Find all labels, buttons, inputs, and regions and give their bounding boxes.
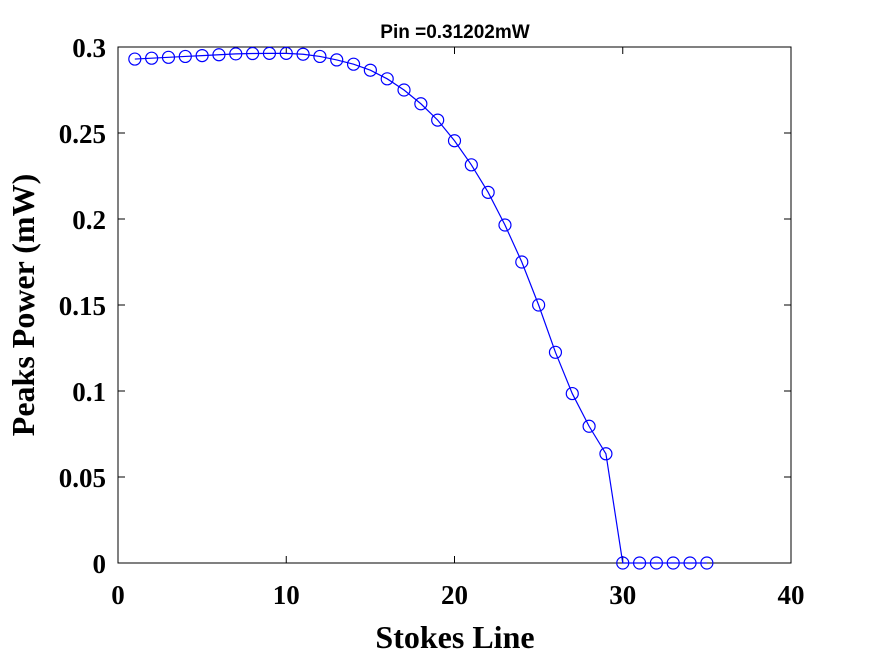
data-point bbox=[464, 158, 478, 172]
data-point bbox=[447, 134, 462, 148]
data-point bbox=[683, 556, 697, 570]
data-point bbox=[515, 255, 529, 269]
y-tick-label: 0.3 bbox=[72, 33, 106, 63]
data-point bbox=[649, 556, 664, 570]
y-axis-label: Peaks Power (mW) bbox=[5, 174, 41, 436]
data-point bbox=[262, 46, 277, 60]
data-point bbox=[212, 48, 226, 62]
axis-ticks bbox=[117, 46, 792, 564]
data-point bbox=[145, 51, 159, 65]
x-tick-label: 30 bbox=[609, 580, 636, 610]
data-point bbox=[616, 556, 630, 570]
data-point bbox=[195, 48, 209, 63]
data-point bbox=[532, 298, 546, 312]
data-point bbox=[296, 47, 310, 61]
data-point bbox=[246, 46, 260, 61]
series-group bbox=[128, 46, 714, 570]
y-tick-label: 0.15 bbox=[59, 291, 106, 321]
data-point bbox=[161, 50, 176, 64]
data-point bbox=[582, 419, 596, 433]
x-axis-label: Stokes Line bbox=[375, 619, 534, 655]
y-tick-label: 0.25 bbox=[59, 119, 106, 149]
y-tick-label: 0.1 bbox=[72, 377, 106, 407]
data-point bbox=[128, 52, 142, 66]
y-tick-label: 0 bbox=[93, 549, 107, 579]
data-point bbox=[548, 345, 563, 359]
data-point bbox=[279, 46, 293, 60]
data-point bbox=[431, 113, 445, 127]
x-tick-label: 0 bbox=[111, 580, 125, 610]
y-tick-label: 0.2 bbox=[72, 205, 106, 235]
data-point bbox=[700, 556, 714, 570]
data-point bbox=[178, 49, 192, 64]
data-point bbox=[313, 49, 327, 64]
data-point bbox=[346, 57, 361, 71]
x-tick-label: 40 bbox=[778, 580, 805, 610]
x-tick-label: 10 bbox=[273, 580, 300, 610]
data-point bbox=[229, 47, 243, 61]
data-point bbox=[481, 185, 495, 199]
data-point bbox=[498, 218, 512, 232]
data-point bbox=[666, 556, 680, 570]
data-point bbox=[565, 386, 579, 401]
data-point bbox=[363, 63, 377, 77]
data-point bbox=[380, 72, 394, 86]
y-tick-label: 0.05 bbox=[59, 463, 106, 493]
data-point bbox=[330, 53, 344, 67]
data-point bbox=[397, 83, 411, 97]
plot-area bbox=[117, 46, 792, 564]
axis-tick-labels: 0 10 20 30 40 0 0.05 0.1 0.15 0.2 0.25 0.3 bbox=[59, 33, 805, 610]
data-point bbox=[414, 97, 428, 111]
chart-title: Pin =0.31202mW bbox=[380, 22, 530, 43]
x-tick-label: 20 bbox=[441, 580, 468, 610]
data-point bbox=[632, 556, 647, 570]
data-point bbox=[599, 447, 613, 461]
